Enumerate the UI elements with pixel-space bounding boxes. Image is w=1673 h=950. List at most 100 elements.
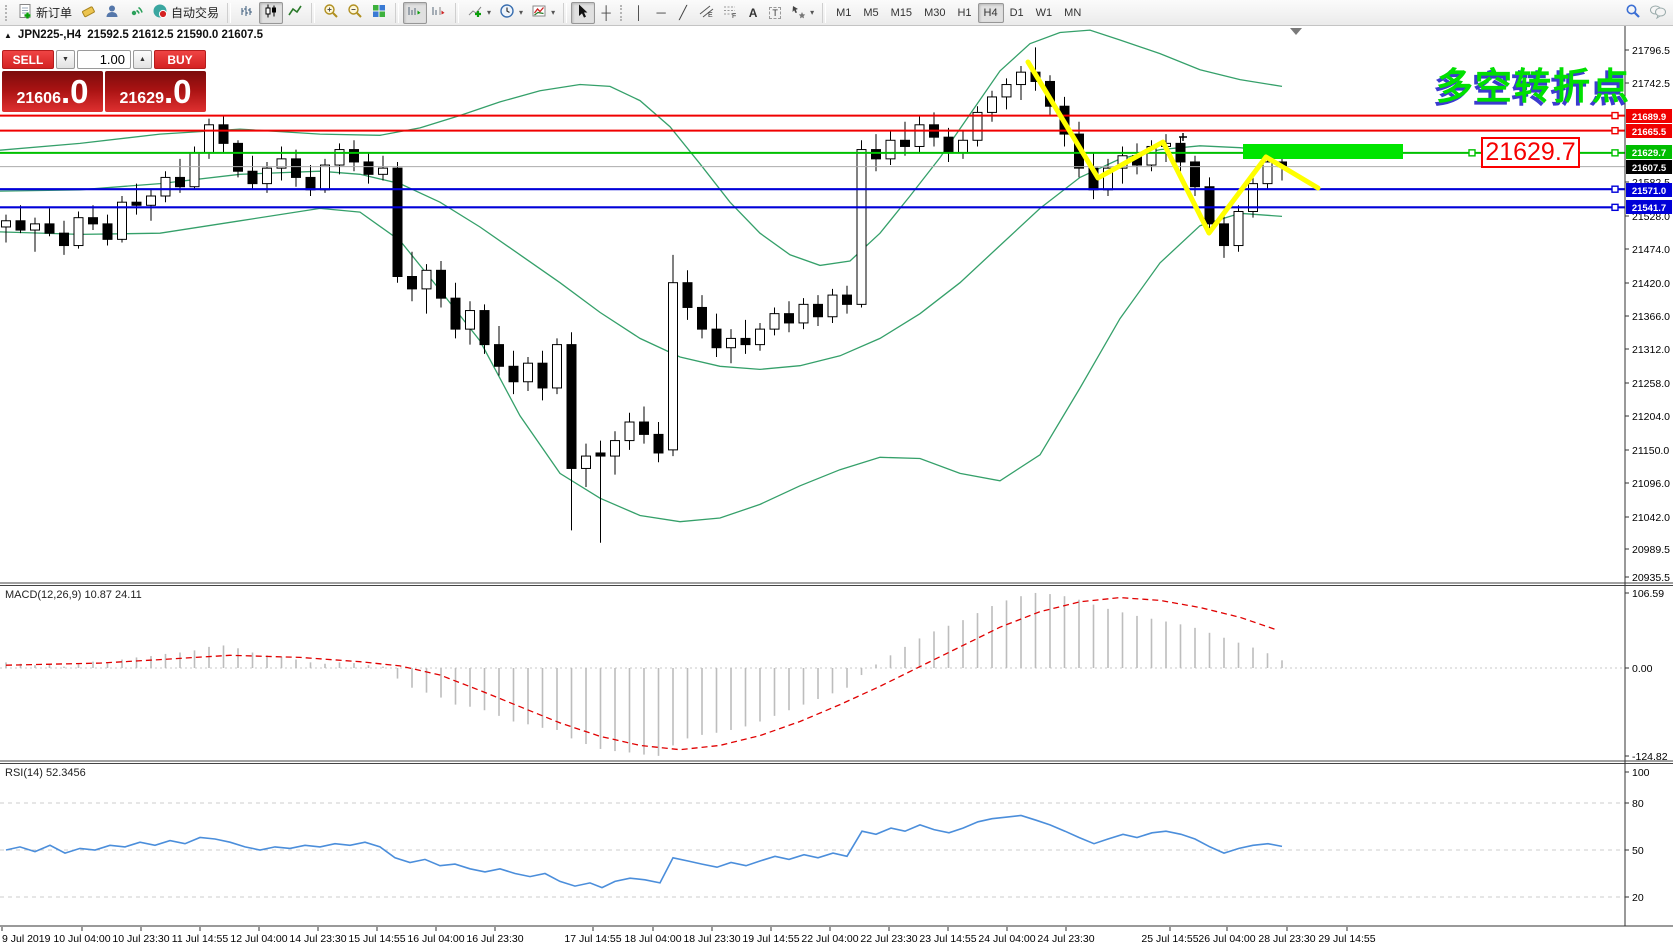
candlestick-chart-button[interactable] (259, 1, 284, 24)
signal-button[interactable] (124, 2, 148, 24)
timeframe-m5-button[interactable]: M5 (863, 6, 879, 19)
candle-body (958, 139, 968, 154)
candle-body (131, 201, 142, 206)
indicator-scale-label: 106.59 (1632, 588, 1664, 600)
line-anchor[interactable] (1468, 149, 1476, 157)
candle-body (639, 421, 649, 435)
time-tick-label: 16 Jul 23:30 (466, 933, 523, 945)
line-chart-button[interactable] (283, 2, 307, 24)
periods-button[interactable]: ▾ (495, 2, 527, 24)
timeframe-w1-button[interactable]: W1 (1035, 6, 1053, 19)
vertical-line-button[interactable]: │ (628, 2, 650, 24)
zoom-in-button[interactable] (319, 2, 343, 24)
collapse-panel-icon[interactable]: ▲ (4, 30, 12, 40)
price-tag (1626, 200, 1672, 214)
sell-button[interactable]: SELL (2, 50, 54, 69)
zoom-out-button[interactable] (343, 2, 367, 24)
symbol-info[interactable]: ▲ JPN225-,H4 21592.5 21612.5 21590.0 216… (4, 29, 263, 41)
line-anchor[interactable] (1611, 111, 1619, 120)
autotrading-button[interactable]: 自动交易 (148, 2, 223, 24)
volume-input[interactable]: 1.00 (77, 50, 131, 69)
text-label-button[interactable]: T (764, 2, 786, 24)
fibonacci-icon: F (722, 3, 738, 22)
fibonacci-button[interactable]: F (718, 2, 742, 24)
bar-chart-button[interactable] (235, 2, 259, 24)
candle-body (508, 365, 519, 383)
buy-price-tile[interactable]: 21629 .0 (105, 71, 206, 112)
toolbar-grip (620, 4, 625, 21)
indicators-button[interactable]: ▾ (463, 2, 495, 24)
timeframe-h4-button[interactable]: H4 (977, 2, 1004, 23)
price-tag-label: 21689.9 (1632, 112, 1666, 123)
toolbar-separator (563, 2, 568, 23)
eraser-button[interactable] (76, 2, 100, 24)
text-icon: A (748, 5, 758, 20)
trendline-button[interactable]: ╱ (672, 2, 694, 24)
tile-windows-button[interactable] (367, 2, 391, 24)
cursor-button[interactable] (571, 1, 596, 24)
volume-down-button[interactable]: ▼ (56, 50, 75, 69)
line-anchor[interactable] (1611, 149, 1619, 157)
line-anchor[interactable] (1611, 185, 1619, 193)
horizontal-line-icon: ─ (656, 5, 666, 20)
volume-up-button[interactable]: ▲ (133, 50, 152, 69)
timeframe-h1-button[interactable]: H1 (957, 6, 972, 19)
timeframe-m30-button[interactable]: M30 (924, 6, 946, 19)
candle-body (871, 149, 881, 160)
price-tick-label: 20935.5 (1632, 572, 1670, 584)
annotation-text[interactable]: 多空转折点 (1436, 66, 1631, 107)
candle-body (160, 176, 171, 197)
timeframe-d1-button[interactable]: D1 (1009, 6, 1024, 19)
price-tag (1626, 145, 1672, 159)
auto-scroll-button[interactable] (403, 1, 428, 24)
green-rectangle-drawing[interactable] (1243, 144, 1403, 159)
equidistant-channel-button[interactable]: E (694, 2, 718, 24)
timeframe-mn-button[interactable]: MN (1064, 6, 1082, 19)
one-click-trade-widget: SELL ▼ 1.00 ▲ BUY 21606 .0 21629 .0 (2, 50, 206, 112)
arrows-button[interactable]: ▾ (786, 2, 818, 24)
profile-button[interactable] (100, 2, 124, 24)
price-annotation-box[interactable]: 21629.7 (1481, 137, 1580, 168)
indicator-scale-label: 0.00 (1632, 663, 1653, 675)
search-button[interactable] (1621, 2, 1645, 24)
chart-shift-button[interactable] (427, 2, 451, 24)
candle-body (59, 232, 69, 247)
candle-body (44, 223, 55, 234)
timeframe-m1-button[interactable]: M1 (836, 6, 852, 19)
buy-button[interactable]: BUY (154, 50, 206, 69)
line-anchor[interactable] (1611, 203, 1619, 212)
bollinger-lower (0, 207, 1283, 523)
price-tag-label: 21665.5 (1632, 127, 1667, 138)
sell-price-tile[interactable]: 21606 .0 (2, 71, 103, 112)
chat-button[interactable] (1645, 2, 1671, 24)
time-tick-label: 18 Jul 04:00 (624, 933, 681, 945)
equidistant-channel-icon: E (698, 3, 714, 22)
trendline-icon: ╱ (679, 5, 687, 20)
new-order-button[interactable]: 新订单 (13, 2, 76, 24)
chevron-down-icon: ▾ (551, 8, 556, 17)
rsi-indicator-label: RSI(14) 52.3456 (5, 767, 86, 779)
zigzag-drawing[interactable] (1025, 59, 1321, 236)
signal-icon (128, 3, 144, 22)
candle-body (1262, 161, 1273, 185)
candlestick-chart-icon (263, 3, 279, 22)
horizontal-line-button[interactable]: ─ (650, 2, 672, 24)
templates-button[interactable]: ▾ (527, 2, 559, 24)
text-button[interactable]: A (742, 2, 764, 24)
toolbar-separator (395, 2, 400, 23)
timeframe-m15-button[interactable]: M15 (890, 6, 913, 19)
text-label-icon: T (769, 6, 781, 19)
line-anchor[interactable] (1611, 126, 1619, 135)
bar-chart-icon (239, 3, 255, 22)
candle-body (479, 310, 490, 346)
time-tick-label: 25 Jul 14:55 (1141, 933, 1198, 945)
price-tag-label: 21541.7 (1632, 203, 1666, 214)
price-tick-label: 21150.0 (1632, 445, 1669, 457)
candle-body (566, 344, 577, 469)
candle-body (421, 269, 432, 290)
autotrading-icon (152, 3, 168, 22)
rsi-line (5, 814, 1283, 889)
crosshair-button[interactable]: ┼ (595, 2, 617, 24)
time-tick-label: 17 Jul 14:55 (564, 933, 621, 945)
